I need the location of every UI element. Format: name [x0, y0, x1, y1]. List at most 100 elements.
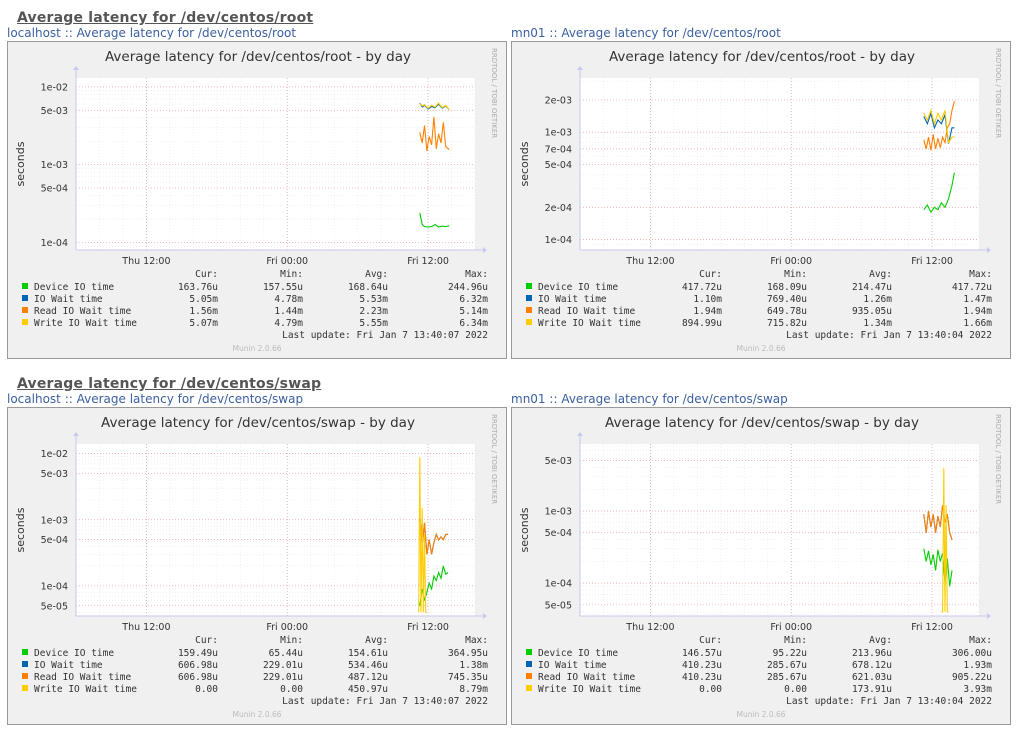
- legend-label: IO Wait time: [34, 660, 103, 671]
- y-tick-label: 1e-04: [41, 581, 68, 592]
- graph-link-localhost-root[interactable]: localhost :: Average latency for /dev/ce…: [7, 26, 296, 40]
- graph-panel-mn01-root[interactable]: Average latency for /dev/centos/root - b…: [511, 41, 1011, 359]
- legend-avg: 213.96u: [852, 648, 892, 659]
- latency-chart[interactable]: Average latency for /dev/centos/root - b…: [512, 42, 1010, 358]
- latency-chart[interactable]: Average latency for /dev/centos/swap - b…: [512, 408, 1010, 724]
- link-host: localhost: [7, 26, 61, 40]
- legend-header: Avg:: [365, 269, 388, 280]
- legend-swatch: [526, 283, 532, 289]
- link-separator: ::: [64, 26, 73, 40]
- legend-min: 229.01u: [263, 660, 303, 671]
- legend-max: 364.95u: [448, 648, 488, 659]
- legend-header: Max:: [465, 635, 488, 646]
- legend-header: Min:: [280, 269, 303, 280]
- legend-label: Write IO Wait time: [34, 318, 137, 329]
- y-axis-arrow: [73, 66, 79, 70]
- section-title-swap: Average latency for /dev/centos/swap: [17, 376, 322, 392]
- legend-min: 95.22u: [773, 648, 807, 659]
- link-host: localhost: [7, 392, 61, 406]
- x-tick-label: Fri 12:00: [911, 256, 953, 267]
- y-axis-label: seconds: [518, 141, 531, 186]
- x-tick-label: Thu 12:00: [121, 256, 170, 267]
- x-axis-arrow: [987, 613, 991, 619]
- legend-avg: 5.55m: [359, 318, 388, 329]
- y-tick-label: 1e-04: [545, 579, 572, 590]
- legend-label: Device IO time: [538, 282, 618, 293]
- x-axis-arrow: [987, 247, 991, 253]
- munin-version: Munin 2.0.66: [232, 710, 281, 719]
- latency-chart[interactable]: Average latency for /dev/centos/swap - b…: [8, 408, 506, 724]
- legend-min: 1.44m: [274, 306, 303, 317]
- graph-panel-localhost-root[interactable]: Average latency for /dev/centos/root - b…: [7, 41, 507, 359]
- munin-version: Munin 2.0.66: [736, 344, 785, 353]
- x-axis-arrow: [483, 247, 487, 253]
- graph-link-mn01-root[interactable]: mn01 :: Average latency for /dev/centos/…: [511, 26, 781, 40]
- legend-max: 8.79m: [459, 684, 488, 695]
- legend-label: Write IO Wait time: [538, 318, 641, 329]
- last-update: Last update: Fri Jan 7 13:40:07 2022: [282, 330, 488, 341]
- legend-max: 5.14m: [459, 306, 488, 317]
- legend-label: IO Wait time: [34, 294, 103, 305]
- legend-max: 417.72u: [952, 282, 992, 293]
- y-axis-label: seconds: [14, 141, 27, 186]
- y-axis-arrow: [577, 66, 583, 70]
- y-tick-label: 5e-04: [41, 535, 68, 546]
- legend-min: 715.82u: [767, 318, 807, 329]
- rrdtool-credit: RRDTOOL / TOBI OETIKER: [994, 414, 1002, 504]
- y-tick-label: 5e-04: [545, 160, 572, 171]
- graph-panel-localhost-swap[interactable]: Average latency for /dev/centos/swap - b…: [7, 407, 507, 725]
- last-update: Last update: Fri Jan 7 13:40:07 2022: [282, 696, 488, 707]
- legend-min: 229.01u: [263, 672, 303, 683]
- legend-label: Read IO Wait time: [538, 672, 636, 683]
- link-text: Average latency for /dev/centos/root: [76, 26, 297, 40]
- legend-min: 769.40u: [767, 294, 807, 305]
- legend-avg: 173.91u: [852, 684, 892, 695]
- legend-cur: 0.00: [195, 684, 218, 695]
- legend-header: Max:: [465, 269, 488, 280]
- rrdtool-credit: RRDTOOL / TOBI OETIKER: [490, 48, 498, 138]
- y-tick-label: 1e-04: [41, 238, 68, 249]
- munin-version: Munin 2.0.66: [232, 344, 281, 353]
- munin-version: Munin 2.0.66: [736, 710, 785, 719]
- legend-avg: 487.12u: [348, 672, 388, 683]
- graph-link-localhost-swap[interactable]: localhost :: Average latency for /dev/ce…: [7, 392, 303, 406]
- legend-max: 6.32m: [459, 294, 488, 305]
- legend-header: Cur:: [195, 635, 218, 646]
- legend-swatch: [22, 295, 28, 301]
- legend-cur: 894.99u: [682, 318, 722, 329]
- y-axis-arrow: [73, 432, 79, 436]
- graph-panel-mn01-swap[interactable]: Average latency for /dev/centos/swap - b…: [511, 407, 1011, 725]
- legend-swatch: [526, 673, 532, 679]
- link-separator: ::: [549, 26, 558, 40]
- legend-swatch: [526, 307, 532, 313]
- y-tick-label: 5e-03: [545, 456, 572, 467]
- legend-swatch: [526, 319, 532, 325]
- x-tick-label: Fri 00:00: [266, 256, 308, 267]
- graph-link-mn01-swap[interactable]: mn01 :: Average latency for /dev/centos/…: [511, 392, 788, 406]
- y-tick-label: 1e-03: [41, 515, 68, 526]
- legend-min: 285.67u: [767, 672, 807, 683]
- y-tick-label: 1e-02: [41, 82, 68, 93]
- legend-max: 6.34m: [459, 318, 488, 329]
- plot-area: [76, 78, 475, 250]
- series-line-write-io-wait-time: [941, 468, 949, 613]
- rrdtool-credit: RRDTOOL / TOBI OETIKER: [994, 48, 1002, 138]
- series-line-read-io-wait-time: [923, 505, 953, 540]
- legend-avg: 2.23m: [359, 306, 388, 317]
- legend-max: 3.93m: [963, 684, 992, 695]
- chart-title: Average latency for /dev/centos/root - b…: [609, 49, 915, 65]
- y-tick-label: 1e-03: [41, 160, 68, 171]
- x-tick-label: Fri 00:00: [266, 622, 308, 633]
- y-tick-label: 7e-04: [545, 144, 572, 155]
- link-host: mn01: [511, 26, 546, 40]
- legend-min: 4.79m: [274, 318, 303, 329]
- rrdtool-credit: RRDTOOL / TOBI OETIKER: [490, 414, 498, 504]
- legend-header: Min:: [784, 635, 807, 646]
- link-text: Average latency for /dev/centos/swap: [561, 392, 788, 406]
- legend-max: 306.00u: [952, 648, 992, 659]
- latency-chart[interactable]: Average latency for /dev/centos/root - b…: [8, 42, 506, 358]
- legend-swatch: [22, 661, 28, 667]
- legend-max: 1.94m: [963, 306, 992, 317]
- series-line-read-io-wait-time: [419, 514, 448, 555]
- legend-label: Write IO Wait time: [34, 684, 137, 695]
